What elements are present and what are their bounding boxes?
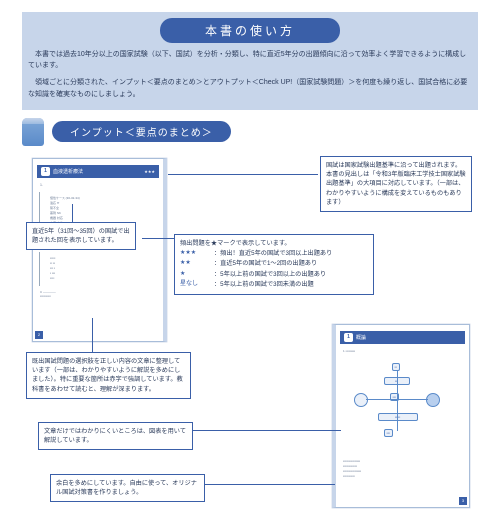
leader-line [193, 430, 341, 431]
callout-5: 文章だけではわかりにくいところは、図表を用いて解説しています。 [38, 422, 193, 451]
intro-line-1: 本書では過去10年分以上の国家試験（以下、国試）を分析・分類し、特に直近5年分の… [22, 49, 478, 71]
leader-line [92, 318, 93, 352]
section-num-r: 1 [344, 333, 353, 342]
star-1-icon: ★ [180, 270, 210, 279]
callout-6: 余白を多めにしています。自由に使って、オリジナル国試対策書を作りましょう。 [50, 474, 205, 503]
sub-title: インプット＜要点のまとめ＞ [52, 121, 231, 142]
section-title: 血液透析療法 [53, 168, 83, 175]
star-0-text: ：5年以上前の国試で3回未満の出題 [214, 280, 314, 289]
diagram: ▪▪ ▪▪▪ ▪▪▪ ▪▪▪▪▪ ▪▪▪ [348, 361, 458, 451]
leader-line [142, 238, 174, 239]
callout-2: 直近5年（31回～35回）の国試で出題された回を表示しています。 [26, 222, 136, 251]
star-2-text: ：直近5年の国試で1～2回の出題あり [214, 259, 317, 268]
mock-page-right: 1 概論 1 ▪▪▪▪▪▪▪▪▪ ▪▪ ▪▪▪ ▪▪▪ ▪▪▪▪▪ ▪▪▪ ▪▪… [332, 324, 470, 508]
page-title: 本書の使い方 [160, 18, 340, 43]
page-corner-icon: 2 [35, 331, 43, 339]
section-head-right: 1 概論 [340, 331, 465, 344]
callout-1: 国試は国家試験出題基準に沿って出題されます。本書の見出しは「令和3年版臨床工学技… [320, 156, 472, 212]
mini-label: 1. [33, 181, 163, 190]
section-title-r: 概論 [356, 334, 366, 341]
star-2-icon: ★★ [180, 259, 210, 268]
header-band: 本書の使い方 本書では過去10年分以上の国家試験（以下、国試）を分析・分類し、特… [22, 12, 478, 110]
section-head-left: 1 血液透析療法 ★★★ [37, 165, 159, 178]
stars-icon: ★★★ [144, 169, 155, 174]
leader-line [205, 484, 335, 485]
leader-line [72, 204, 73, 222]
star-1-text: ：5年以上前の国試で3回以上の出題あり [214, 270, 326, 279]
callout-3-head: 頻出問題を★マークで表示しています。 [180, 239, 368, 248]
star-3-icon: ★★★ [180, 249, 210, 258]
content-area: 1 血液透析療法 ★★★ 1. 慢性ケース (30-32-34)適応 f7腎不全… [22, 154, 478, 524]
section-num: 1 [41, 167, 50, 176]
page-corner-icon-r: 3 [459, 497, 467, 505]
star-3-text: ：頻出！直近5年の国試で3回以上出題あり [214, 249, 332, 258]
mini-block-2: ▪▪▪▪▪▪▪ ▪▪▪▪▪ ▪▪ ▪▪▪▪▪▪▪ [39, 252, 157, 285]
callout-3: 頻出問題を★マークで表示しています。 ★★★：頻出！直近5年の国試で3回以上出題… [174, 234, 374, 295]
barrel-icon [22, 118, 44, 146]
subheader-row: インプット＜要点のまとめ＞ [22, 118, 478, 146]
callout-4: 既出国試問題の選択肢を正しい内容の文章に整理しています（一部は、わかりやすいよう… [26, 352, 191, 399]
intro-line-2: 領域ごとに分類された、インプット＜要点のまとめ＞とアウトプット＜Check UP… [22, 77, 478, 99]
leader-line [168, 174, 318, 175]
star-0-icon: 星なし [180, 280, 210, 289]
